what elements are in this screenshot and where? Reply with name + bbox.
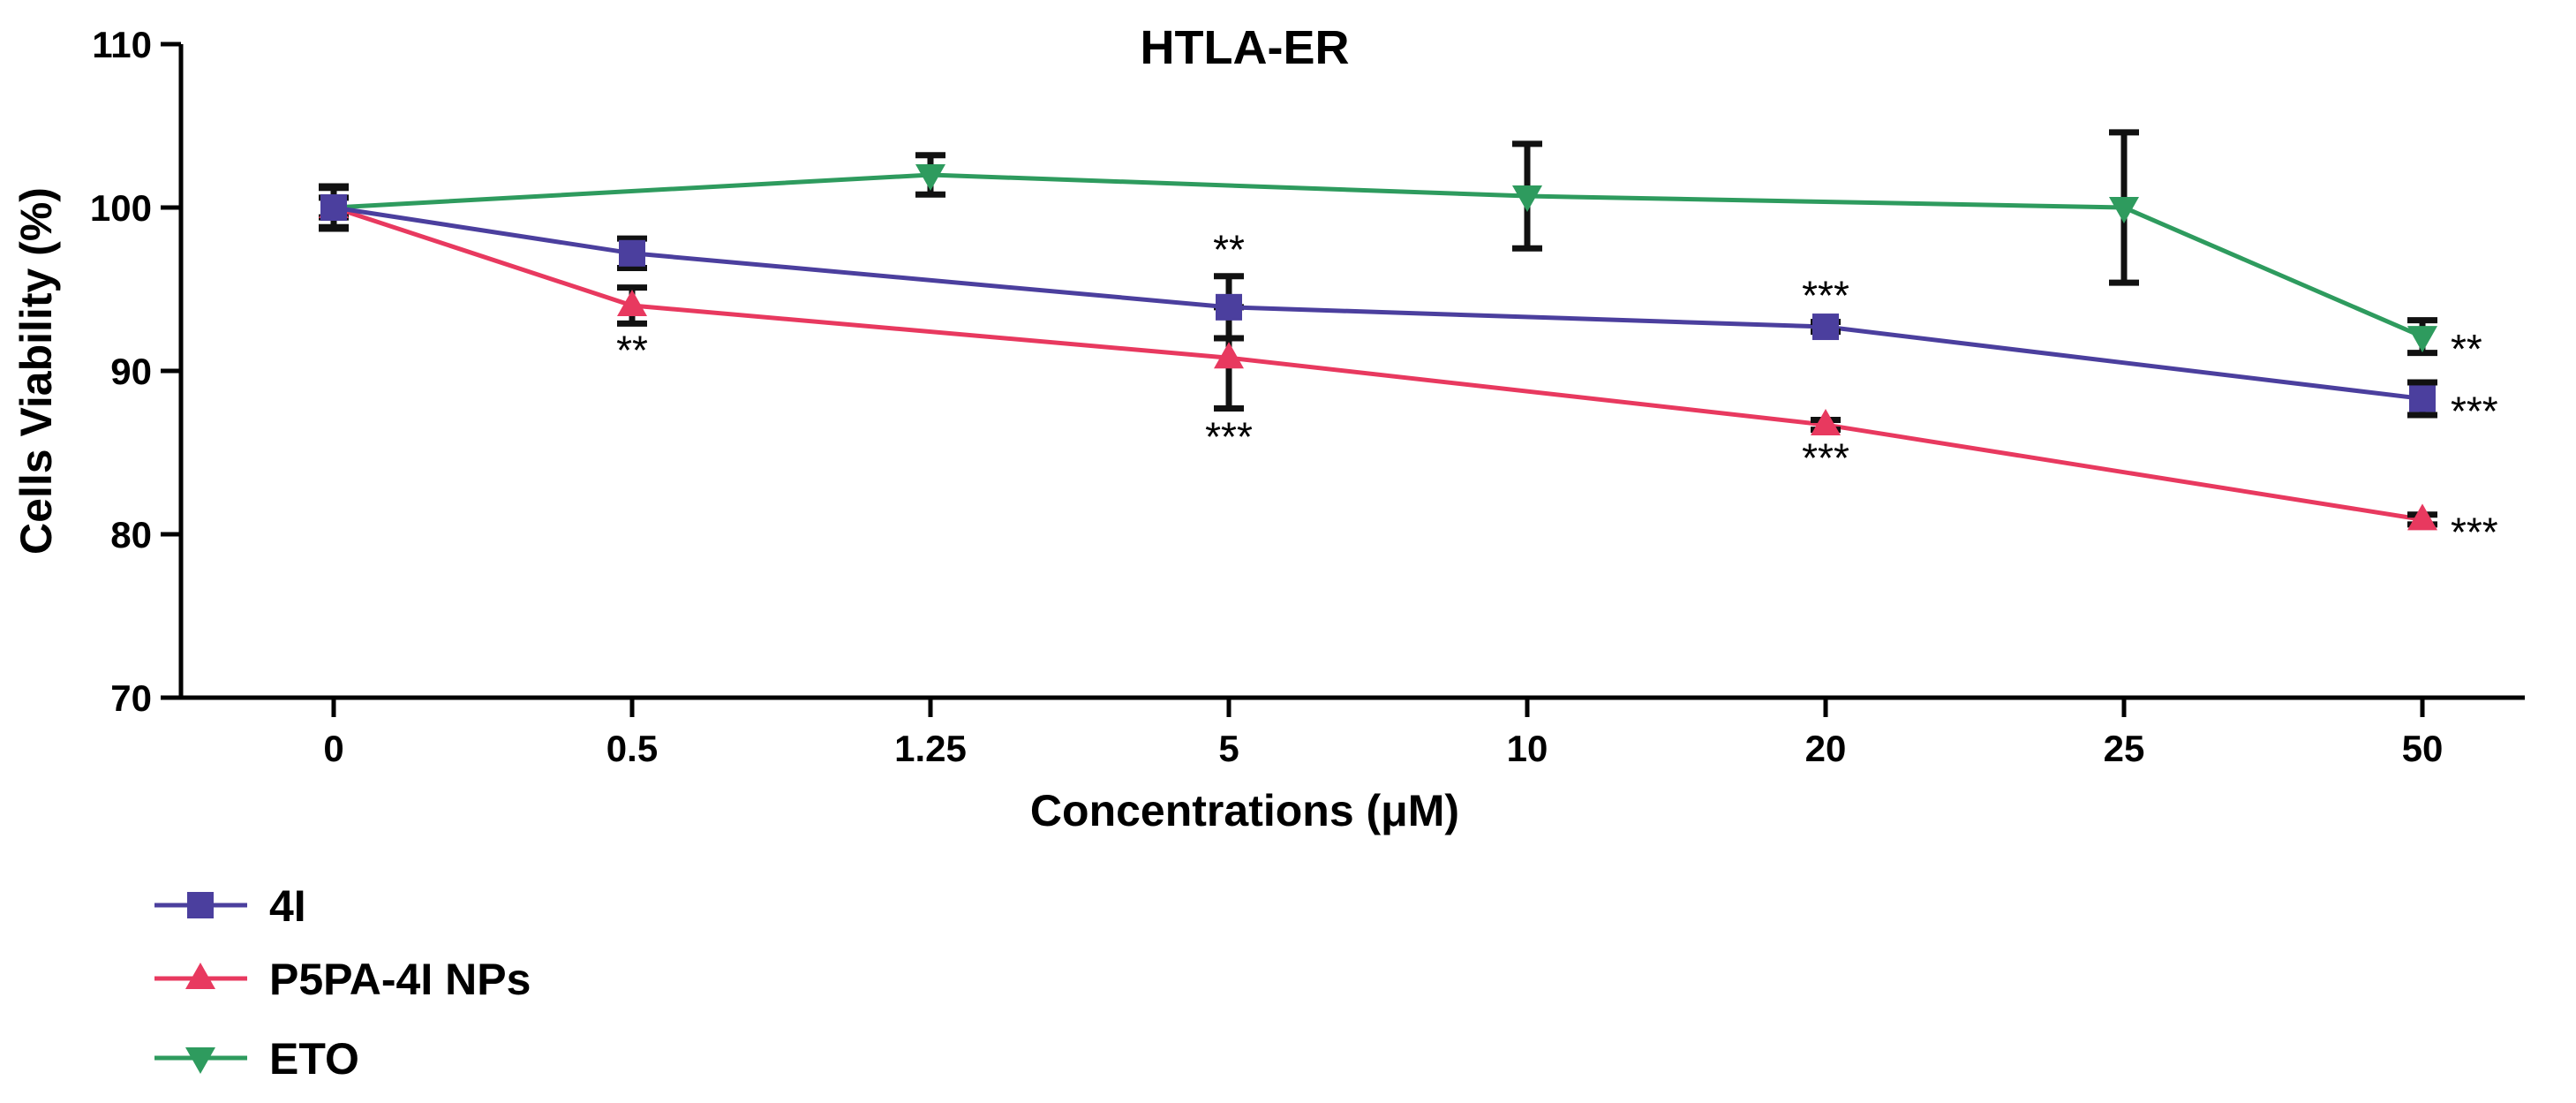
significance-label: ***	[1205, 414, 1253, 460]
data-point	[2407, 503, 2437, 531]
legend-marker	[185, 963, 215, 989]
series-layer	[319, 129, 2437, 531]
y-tick-label: 80	[110, 514, 152, 555]
x-tick-label: 5	[1218, 728, 1239, 769]
significance-label: **	[2451, 326, 2482, 372]
significance-label: ***	[1802, 435, 1849, 481]
x-tick-label: 0	[323, 728, 343, 769]
legend-item: 4I	[154, 881, 306, 931]
legend-label: P5PA-4I NPs	[269, 955, 531, 1004]
significance-label: ***	[1802, 273, 1849, 319]
significance-annotations: *********************	[616, 227, 2498, 555]
legend-label: ETO	[269, 1034, 359, 1084]
y-tick-label: 100	[90, 187, 152, 229]
data-point	[619, 239, 645, 267]
series-4i	[319, 185, 2437, 419]
y-tick-label: 90	[110, 351, 152, 392]
significance-label: **	[1213, 227, 1245, 273]
data-point	[2407, 326, 2437, 353]
data-point	[1812, 314, 1839, 341]
data-point	[320, 194, 347, 221]
data-point	[617, 290, 647, 316]
legend-item: P5PA-4I NPs	[154, 955, 531, 1004]
y-axis-label: Cells Viability (%)	[11, 187, 61, 555]
legend-item: ETO	[154, 1034, 359, 1084]
data-point	[2409, 385, 2436, 412]
x-tick-label: 20	[1805, 728, 1847, 769]
x-tick-label: 10	[1507, 728, 1548, 769]
data-point	[1811, 409, 1841, 436]
data-point	[1214, 342, 1244, 369]
legend-label: 4I	[269, 881, 306, 931]
x-axis-label: Concentrations (μM)	[1030, 786, 1459, 835]
x-tick-label: 1.25	[894, 728, 967, 769]
x-tick-label: 50	[2402, 728, 2444, 769]
legend-marker	[185, 1047, 215, 1074]
y-tick-label: 70	[110, 677, 152, 719]
legend-marker	[187, 892, 214, 918]
significance-label: **	[616, 328, 648, 374]
data-point	[915, 164, 945, 191]
x-tick-label: 25	[2104, 728, 2145, 769]
significance-label: ***	[2451, 388, 2498, 434]
significance-label: ***	[2451, 509, 2498, 555]
y-ticks: 70 80 90 100 110	[90, 24, 181, 719]
x-tick-label: 0.5	[606, 728, 658, 769]
data-point	[1512, 185, 1542, 213]
y-tick-label: 110	[92, 24, 152, 65]
data-point	[1216, 293, 1242, 321]
x-ticks: 0 0.5 1.25 5 10 20 25 50	[323, 698, 2443, 769]
legend: 4I P5PA-4I NPs ETO	[154, 881, 531, 1084]
chart-title: HTLA-ER	[1141, 21, 1350, 74]
data-point	[2109, 197, 2139, 223]
